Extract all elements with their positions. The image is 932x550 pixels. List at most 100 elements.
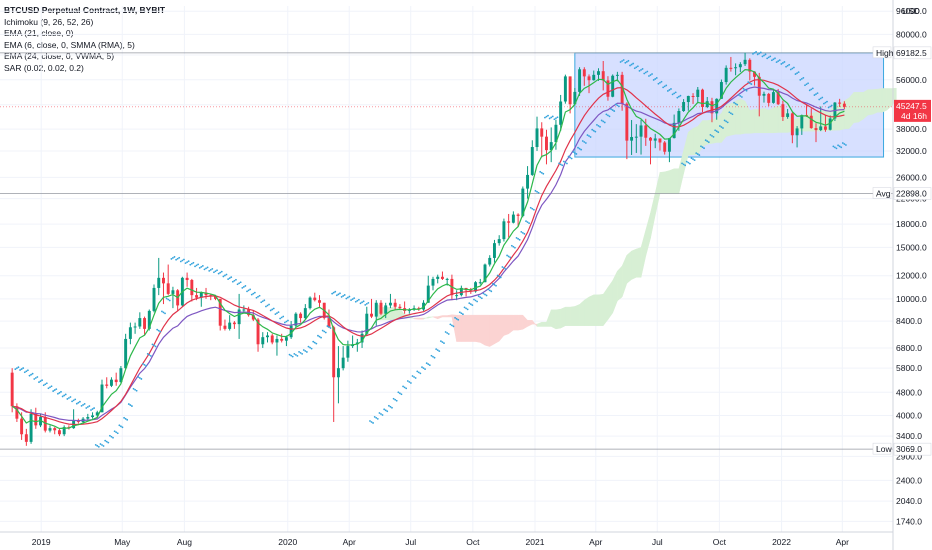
sar-dot	[317, 334, 319, 337]
sar-dot	[107, 441, 110, 444]
sar-dot	[31, 372, 34, 375]
ema-lines	[11, 68, 845, 430]
sar-dot	[580, 148, 583, 151]
cloud-segment	[631, 248, 637, 280]
sar-dot	[68, 397, 70, 399]
sar-dot	[714, 129, 717, 132]
candle-body	[488, 257, 492, 265]
candle-body	[809, 115, 813, 129]
sar-dot	[775, 61, 778, 64]
sar-dot	[416, 370, 419, 373]
sar-dot	[479, 296, 482, 299]
sar-dot	[707, 141, 710, 144]
candle-body	[275, 338, 279, 343]
sar-dot	[301, 352, 304, 355]
sar-dot	[791, 67, 794, 70]
sar-dot	[323, 330, 326, 333]
cloud-segment	[607, 279, 613, 321]
sar-dot	[190, 262, 193, 265]
sar-dot	[102, 445, 105, 447]
candle-body	[790, 113, 794, 136]
sar-dot	[525, 220, 527, 223]
candle-body	[545, 136, 548, 151]
cloud-segment	[489, 314, 495, 347]
price-tick-label: 96000.0	[896, 6, 927, 16]
sar-dot	[53, 389, 56, 391]
sar-dot	[75, 402, 78, 405]
sar-dot	[47, 387, 50, 390]
sar-dot	[183, 258, 185, 261]
cloud-segment	[522, 314, 528, 330]
sar-dot	[569, 156, 572, 159]
sar-dot	[260, 301, 263, 304]
legend-ema-24[interactable]: EMA (24, close, 0, VWMA, 5)	[4, 51, 115, 61]
legend-ema-21[interactable]: EMA (21, close, 0)	[4, 28, 74, 38]
cloud-segment	[640, 230, 647, 278]
sar-dot	[159, 330, 162, 333]
avg-price-value: 22898.0	[896, 189, 927, 199]
sar-dot	[173, 256, 176, 258]
sar-dot	[796, 72, 798, 74]
high-tag-box	[872, 46, 892, 59]
candle-body	[715, 98, 719, 114]
sar-dot	[346, 296, 349, 299]
candle-body	[261, 337, 265, 345]
sar-dot	[663, 85, 666, 88]
sar-dot	[424, 368, 426, 371]
legend-ema-6[interactable]: EMA (6, close, 0, SMMA (RMA), 5)	[4, 39, 135, 50]
sar-dot	[428, 364, 431, 367]
time-tick-label: Jul	[405, 537, 416, 547]
currency-label: USD	[902, 6, 920, 16]
legend-sar[interactable]: SAR (0.02, 0.02, 0.2)	[4, 62, 84, 73]
cloud-segment	[768, 107, 774, 134]
sar-dot	[594, 130, 597, 133]
candle-body	[152, 287, 156, 311]
sar-dot	[41, 379, 43, 382]
sar-dot	[584, 142, 587, 144]
sar-dot	[805, 83, 808, 86]
sar-dot	[88, 405, 91, 407]
sar-dot	[454, 316, 456, 319]
price-axis[interactable]: 1740.0 2040.0 2400.0 2900.0 3400.0 4000.0 4800…	[892, 0, 927, 550]
sar-dot	[127, 403, 130, 405]
candle-body	[559, 101, 563, 125]
time-tick-label: 2021	[526, 537, 545, 547]
sar-dot	[728, 111, 731, 114]
candle-body	[86, 417, 90, 419]
sar-dot	[772, 58, 775, 61]
legend-ichimoku[interactable]: Ichimoku (9, 26, 52, 26)	[4, 16, 94, 27]
sar-dot	[652, 79, 655, 81]
sar-dot	[433, 356, 436, 359]
candle-body	[204, 292, 208, 296]
sar-dot	[815, 93, 817, 95]
sar-dot	[242, 286, 245, 288]
sar-dot	[23, 371, 26, 374]
candle-body	[729, 67, 733, 69]
sar-dot	[164, 312, 166, 315]
sar-dot	[294, 353, 297, 356]
sar-dot	[499, 276, 502, 279]
sar-dot	[145, 364, 148, 367]
sar-dot	[632, 62, 635, 65]
sar-dot	[217, 272, 220, 275]
sar-dot	[540, 171, 543, 174]
sar-dot	[600, 119, 603, 122]
sar-dot	[586, 134, 589, 136]
candle-body	[284, 337, 288, 341]
sar-dot	[589, 136, 592, 138]
sar-dot	[788, 63, 791, 66]
sar-dot	[138, 377, 141, 379]
sar-dot	[137, 376, 140, 378]
sar-dot	[717, 131, 720, 134]
sar-dot	[781, 62, 784, 64]
sar-dot	[512, 245, 515, 248]
sar-dot	[769, 55, 772, 58]
sar-dot	[241, 287, 244, 289]
candle-body	[554, 124, 558, 143]
sar-dot	[577, 146, 579, 149]
time-tick-label: Apr	[343, 537, 356, 547]
time-axis[interactable]: 2019 May Aug 2020 Apr Jul Oct 2021 Apr Jul Oct 2022…	[0, 531, 893, 547]
sar-dot	[71, 400, 73, 403]
sar-dot	[233, 279, 236, 282]
